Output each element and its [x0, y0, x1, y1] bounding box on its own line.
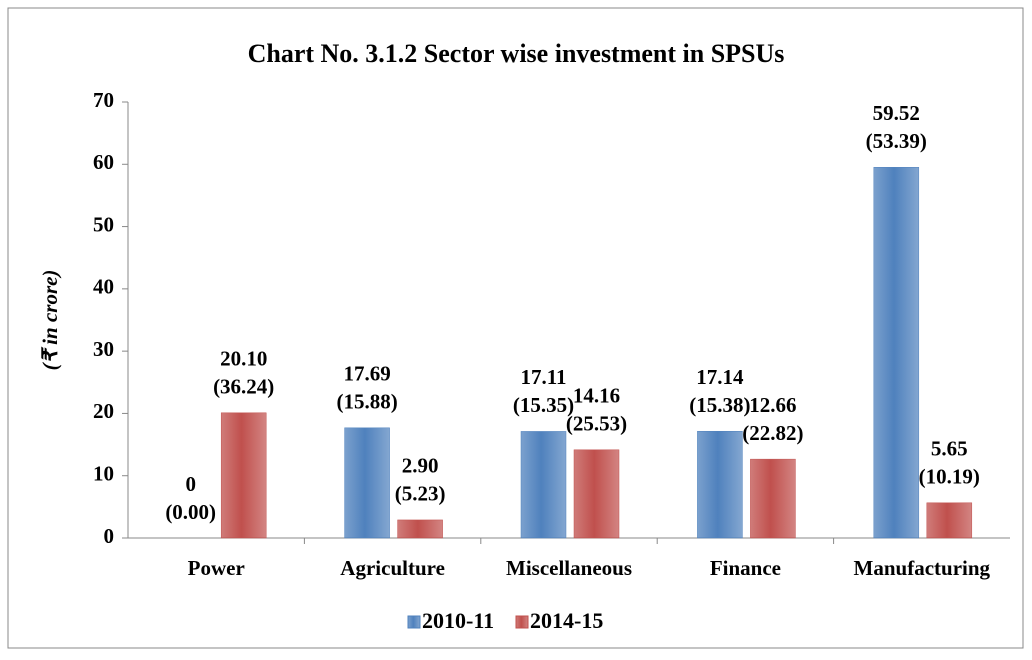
- data-label: 12.66: [749, 393, 796, 417]
- share-label: (25.53): [566, 412, 627, 436]
- bar: [520, 431, 567, 539]
- bar: [220, 412, 267, 539]
- bar: [750, 458, 796, 539]
- y-tick-label: 50: [93, 212, 114, 236]
- data-label: 17.69: [343, 362, 390, 386]
- data-label: 2.90: [402, 454, 439, 478]
- data-label: 17.14: [696, 365, 744, 389]
- bar: [397, 519, 443, 539]
- y-tick-label: 0: [104, 524, 115, 548]
- data-label: 14.16: [573, 384, 620, 408]
- bar: [697, 430, 743, 539]
- data-label: 0: [185, 472, 196, 496]
- x-tick-label: Miscellaneous: [506, 556, 632, 580]
- share-label: (15.35): [513, 393, 574, 417]
- y-tick-label: 20: [93, 399, 114, 423]
- data-label: 59.52: [873, 101, 920, 125]
- x-tick-label: Power: [188, 556, 245, 580]
- y-tick-label: 70: [93, 88, 114, 112]
- data-label: 17.11: [520, 365, 566, 389]
- legend-swatch: [515, 615, 529, 629]
- chart-title: Chart No. 3.1.2 Sector wise investment i…: [248, 39, 785, 68]
- chart-border: [7, 7, 1024, 649]
- share-label: (0.00): [165, 500, 216, 524]
- y-tick-label: 30: [93, 337, 114, 361]
- bar: [873, 167, 920, 539]
- x-tick-label: Manufacturing: [854, 556, 991, 580]
- bar: [344, 427, 390, 539]
- x-tick-label: Agriculture: [340, 556, 445, 580]
- legend-label: 2010-11: [422, 608, 494, 633]
- share-label: (10.19): [919, 465, 980, 489]
- y-tick-label: 10: [93, 462, 114, 486]
- bar: [573, 449, 620, 539]
- x-tick-label: Finance: [710, 556, 781, 580]
- share-label: (15.38): [689, 393, 750, 417]
- share-label: (5.23): [395, 482, 446, 506]
- y-axis-label: (₹ in crore): [38, 270, 62, 371]
- legend-swatch: [407, 615, 421, 629]
- data-label: 20.10: [220, 347, 267, 371]
- share-label: (22.82): [742, 421, 803, 445]
- legend-label: 2014-15: [530, 608, 603, 633]
- y-tick-label: 60: [93, 150, 114, 174]
- y-tick-label: 40: [93, 275, 114, 299]
- share-label: (36.24): [213, 375, 274, 399]
- data-label: 5.65: [931, 437, 968, 461]
- share-label: (15.88): [336, 390, 397, 414]
- share-label: (53.39): [866, 129, 927, 153]
- bar: [926, 502, 973, 539]
